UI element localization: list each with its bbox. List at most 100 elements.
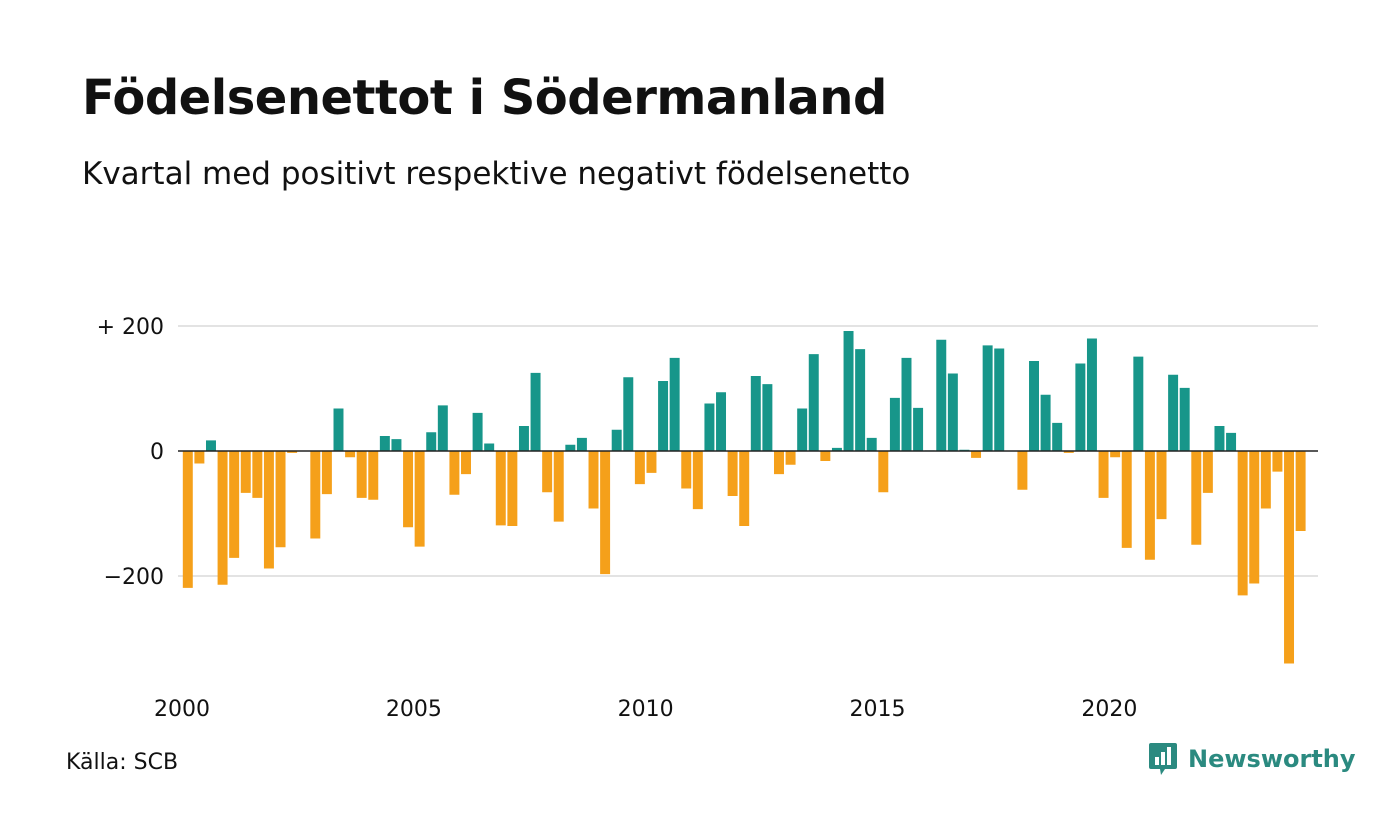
bar xyxy=(240,451,251,493)
bar xyxy=(565,444,576,451)
bar xyxy=(1284,451,1295,664)
bar xyxy=(1040,394,1051,451)
x-tick-label: 2010 xyxy=(618,697,674,722)
bar xyxy=(206,440,216,452)
bar xyxy=(182,451,193,588)
gridlines xyxy=(178,325,1318,577)
bar xyxy=(716,392,727,451)
chart-subtitle: Kvartal med positivt respektive negativt… xyxy=(82,156,911,192)
source-note: Källa: SCB xyxy=(66,750,179,775)
bar xyxy=(774,451,784,475)
bar xyxy=(936,339,947,451)
bar xyxy=(739,451,750,526)
bar xyxy=(727,451,738,496)
bar xyxy=(368,451,379,500)
bar xyxy=(762,384,773,452)
bar xyxy=(1272,451,1283,472)
bar xyxy=(982,345,993,452)
bar xyxy=(611,429,622,451)
bar xyxy=(1249,451,1260,584)
bar xyxy=(681,451,692,489)
bar xyxy=(1260,451,1271,509)
bar xyxy=(507,451,518,526)
bar xyxy=(1086,338,1097,451)
bar xyxy=(913,407,924,452)
bar xyxy=(878,451,889,493)
bar xyxy=(287,451,298,453)
bar xyxy=(472,412,483,452)
bar xyxy=(1202,451,1213,493)
bar xyxy=(449,451,460,495)
bar xyxy=(263,451,274,569)
bar xyxy=(1017,451,1028,490)
bar xyxy=(855,349,866,452)
bar xyxy=(623,377,634,451)
bar xyxy=(692,451,703,510)
bar xyxy=(971,451,982,458)
y-tick-label: 0 xyxy=(150,440,164,465)
bar xyxy=(600,451,611,575)
bar xyxy=(994,348,1005,451)
x-axis-labels: 2000 2005 2010 2015 2020 xyxy=(154,697,1137,722)
brand-name: Newsworthy xyxy=(1188,745,1356,773)
bar xyxy=(495,451,506,526)
bar xyxy=(658,381,669,451)
bar xyxy=(843,331,854,451)
bar xyxy=(808,354,819,452)
bar xyxy=(785,451,796,465)
bar xyxy=(518,426,529,451)
bar xyxy=(391,439,402,452)
bar xyxy=(1063,451,1074,453)
bar xyxy=(1075,363,1086,451)
bar xyxy=(1156,451,1167,520)
bar xyxy=(333,408,344,451)
bar xyxy=(634,451,645,485)
bar xyxy=(588,451,599,509)
bar xyxy=(1144,451,1155,560)
bar xyxy=(1237,451,1248,596)
bar xyxy=(1029,361,1039,451)
bar xyxy=(426,432,437,451)
bar xyxy=(1110,451,1121,458)
y-tick-label: −200 xyxy=(104,565,164,590)
bar xyxy=(461,451,471,475)
bar xyxy=(1133,356,1144,452)
x-tick-label: 2020 xyxy=(1081,697,1137,722)
newsworthy-logo: Newsworthy xyxy=(1148,742,1356,776)
bar xyxy=(1098,451,1109,498)
bar xyxy=(889,397,900,452)
bar xyxy=(379,436,390,451)
bar xyxy=(704,403,715,451)
bar xyxy=(797,408,808,451)
newsworthy-chart-icon xyxy=(1148,742,1178,776)
bar xyxy=(356,451,367,498)
bar xyxy=(669,357,680,452)
bar xyxy=(866,437,877,452)
bar xyxy=(576,437,587,452)
bar xyxy=(310,451,321,539)
bar xyxy=(1168,374,1179,451)
bar xyxy=(542,451,553,493)
bar xyxy=(275,451,286,548)
y-axis-labels: + 200 0 −200 xyxy=(97,315,164,590)
bar xyxy=(1214,426,1225,451)
bar xyxy=(1179,387,1190,452)
bar xyxy=(530,372,541,452)
bar xyxy=(437,405,448,452)
bar xyxy=(1052,422,1063,452)
bar xyxy=(194,451,205,464)
y-tick-label: + 200 xyxy=(97,315,164,340)
bar xyxy=(901,357,912,452)
bar xyxy=(646,451,657,473)
bar xyxy=(750,376,761,451)
bar xyxy=(229,451,240,558)
chart-title: Födelsenettot i Södermanland xyxy=(82,70,887,126)
bar xyxy=(345,451,356,458)
bar xyxy=(820,451,831,461)
x-tick-label: 2005 xyxy=(386,697,442,722)
bar xyxy=(321,451,332,495)
bars xyxy=(182,331,1306,664)
bar xyxy=(414,451,425,547)
bar xyxy=(217,451,228,585)
